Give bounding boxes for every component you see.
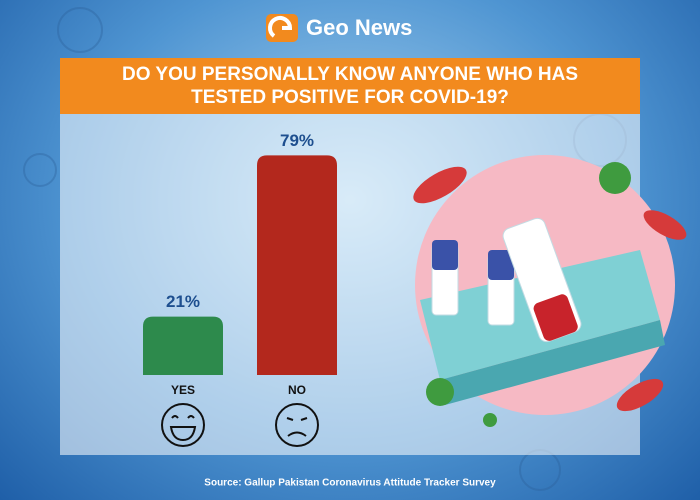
face-sad [275, 403, 319, 447]
source: Source: Gallup Pakistan Coronavirus Atti… [204, 478, 496, 489]
value-label: 21% [166, 292, 200, 311]
bar [143, 316, 223, 375]
logo: Geo News [266, 14, 412, 42]
category-label: NO [288, 383, 306, 397]
title-banner: DO YOU PERSONALLY KNOW ANYONE WHO HAS TE… [60, 58, 640, 114]
illustration [413, 155, 687, 427]
brand: Geo News [306, 15, 412, 40]
bar [257, 155, 337, 375]
face-happy [161, 403, 205, 447]
value-label: 79% [280, 131, 314, 150]
category-label: YES [171, 383, 195, 397]
chart-title: DO YOU PERSONALLY KNOW ANYONE WHO HAS TE… [121, 64, 579, 108]
